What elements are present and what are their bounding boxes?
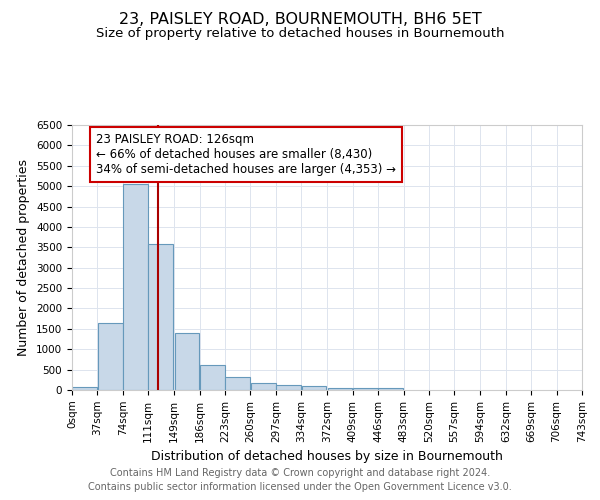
Text: Contains public sector information licensed under the Open Government Licence v3: Contains public sector information licen… — [88, 482, 512, 492]
Text: 23, PAISLEY ROAD, BOURNEMOUTH, BH6 5ET: 23, PAISLEY ROAD, BOURNEMOUTH, BH6 5ET — [119, 12, 481, 28]
Bar — [175, 333, 199, 390]
Bar — [328, 388, 352, 390]
Bar — [379, 388, 403, 390]
Bar — [276, 386, 301, 390]
Y-axis label: Number of detached properties: Number of detached properties — [17, 159, 31, 356]
Bar — [98, 322, 122, 390]
Bar — [251, 384, 275, 390]
Bar — [302, 386, 326, 390]
Bar — [353, 388, 378, 390]
Bar — [226, 378, 250, 390]
X-axis label: Distribution of detached houses by size in Bournemouth: Distribution of detached houses by size … — [151, 450, 503, 463]
Text: Contains HM Land Registry data © Crown copyright and database right 2024.: Contains HM Land Registry data © Crown c… — [110, 468, 490, 477]
Bar — [72, 387, 97, 390]
Text: 23 PAISLEY ROAD: 126sqm
← 66% of detached houses are smaller (8,430)
34% of semi: 23 PAISLEY ROAD: 126sqm ← 66% of detache… — [96, 133, 396, 176]
Bar — [148, 244, 173, 390]
Bar — [123, 184, 148, 390]
Bar — [200, 364, 225, 390]
Text: Size of property relative to detached houses in Bournemouth: Size of property relative to detached ho… — [96, 28, 504, 40]
